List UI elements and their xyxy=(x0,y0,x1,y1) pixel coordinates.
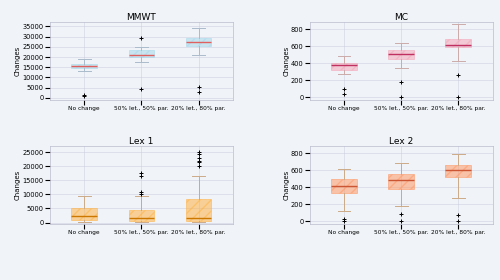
PathPatch shape xyxy=(186,199,212,221)
PathPatch shape xyxy=(446,165,471,177)
PathPatch shape xyxy=(331,63,357,70)
Y-axis label: Changes: Changes xyxy=(284,170,290,200)
PathPatch shape xyxy=(128,210,154,221)
PathPatch shape xyxy=(446,39,471,47)
Title: Lex 1: Lex 1 xyxy=(129,137,154,146)
PathPatch shape xyxy=(388,174,414,189)
PathPatch shape xyxy=(72,208,97,220)
Y-axis label: Changes: Changes xyxy=(284,46,290,76)
PathPatch shape xyxy=(186,38,212,46)
Title: Lex 2: Lex 2 xyxy=(389,137,413,146)
PathPatch shape xyxy=(72,64,97,68)
Title: MC: MC xyxy=(394,13,408,22)
PathPatch shape xyxy=(331,179,357,193)
PathPatch shape xyxy=(388,50,414,59)
Y-axis label: Changes: Changes xyxy=(15,170,21,200)
Y-axis label: Changes: Changes xyxy=(15,46,21,76)
PathPatch shape xyxy=(128,50,154,57)
Title: MMWT: MMWT xyxy=(126,13,156,22)
